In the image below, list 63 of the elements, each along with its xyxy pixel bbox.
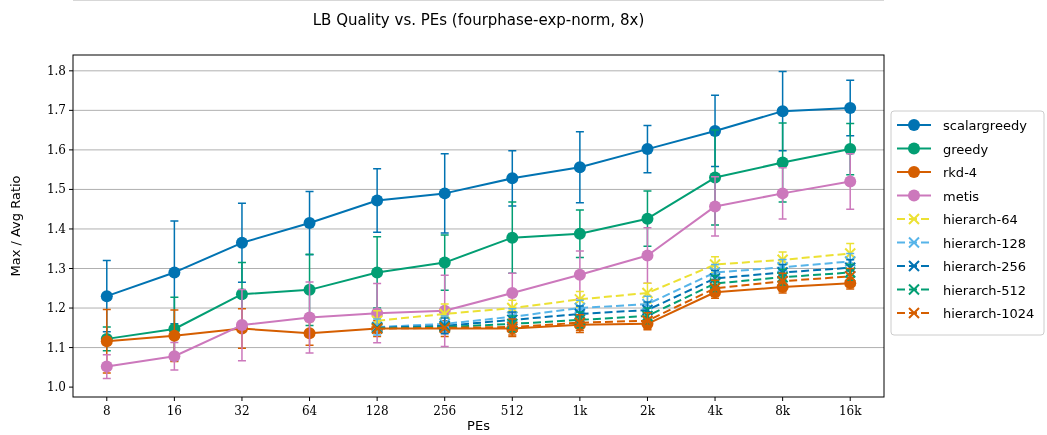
legend-label: hierarch-64 <box>943 212 1018 227</box>
x-tick-label: 256 <box>433 404 457 418</box>
point <box>303 217 316 230</box>
point <box>168 329 181 342</box>
point <box>709 200 722 213</box>
point <box>303 311 316 324</box>
point <box>776 187 789 200</box>
x-tick-label: 2k <box>640 404 656 418</box>
legend-label: scalargreedy <box>943 118 1028 133</box>
y-tick-label: 1.8 <box>46 63 66 78</box>
x-tick-label: 8 <box>102 404 111 418</box>
legend-label: hierarch-128 <box>943 235 1027 251</box>
point <box>438 256 451 269</box>
x-axis-title: PEs <box>467 418 491 433</box>
y-tick-label: 1.2 <box>46 301 66 316</box>
legend-label: greedy <box>943 141 989 157</box>
point <box>168 350 181 363</box>
x-tick-label: 16 <box>166 404 183 418</box>
x-tick-label: 1k <box>572 404 589 418</box>
point <box>776 105 789 118</box>
point <box>100 360 113 373</box>
x-tick-label: 512 <box>500 404 524 418</box>
point <box>573 161 586 174</box>
point <box>641 249 654 262</box>
chart-title: LB Quality vs. PEs (fourphase-exp-norm, 8x) <box>312 11 645 29</box>
y-tick-label: 1.7 <box>46 103 66 118</box>
x-tick-label: 16k <box>838 404 863 418</box>
point <box>506 172 519 185</box>
legend-label: hierarch-1024 <box>943 306 1035 321</box>
point <box>641 212 654 225</box>
point <box>641 143 654 156</box>
point <box>573 227 586 240</box>
y-tick-label: 1.4 <box>46 221 67 236</box>
legend-label: hierarch-256 <box>943 259 1027 274</box>
point <box>438 187 451 200</box>
point <box>844 247 857 260</box>
point <box>844 175 857 188</box>
point <box>641 287 654 300</box>
point <box>371 266 384 279</box>
point <box>506 231 519 244</box>
y-tick-label: 1.0 <box>46 380 66 395</box>
y-tick-label: 1.6 <box>46 142 66 157</box>
x-tick-label: 128 <box>365 404 389 418</box>
legend-label: metis <box>943 188 980 204</box>
point <box>573 268 586 281</box>
point <box>371 314 384 327</box>
point <box>100 290 113 303</box>
legend-label: rkd-4 <box>943 165 978 180</box>
y-tick-label: 1.1 <box>46 340 66 355</box>
x-tick-label: 4k <box>707 404 724 418</box>
y-tick-label: 1.3 <box>46 261 66 276</box>
y-axis-title: Max / Avg Ratio <box>8 175 23 277</box>
point <box>844 101 857 114</box>
point <box>844 266 857 279</box>
point <box>235 236 248 249</box>
y-tick-label: 1.5 <box>46 182 66 197</box>
legend-label: hierarch-512 <box>943 282 1027 298</box>
point <box>506 287 519 300</box>
point <box>371 194 384 207</box>
x-tick-label: 8k <box>775 404 791 418</box>
point <box>168 266 181 279</box>
x-tick-label: 32 <box>234 404 250 418</box>
x-tick-label: 64 <box>301 404 318 418</box>
